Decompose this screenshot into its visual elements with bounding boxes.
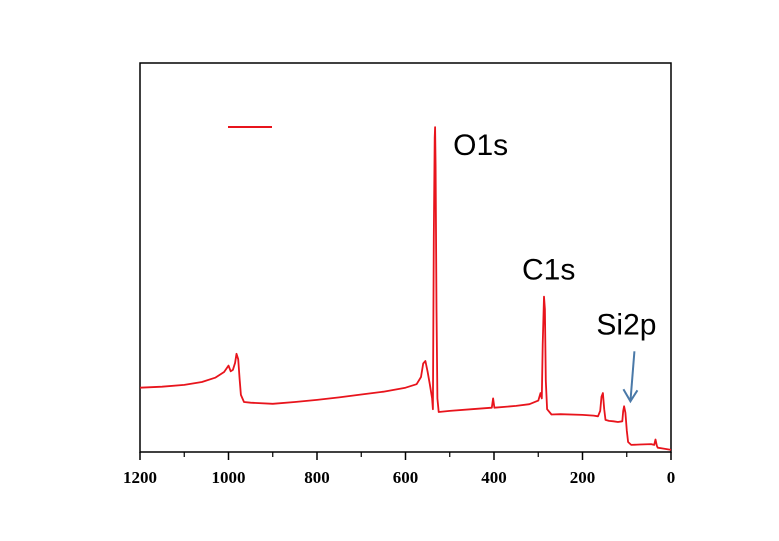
x-tick-label: 600 xyxy=(393,468,419,487)
peak-label: O1s xyxy=(453,129,508,162)
plot-frame xyxy=(139,62,672,453)
spectrum-line xyxy=(139,126,672,451)
x-axis-tick-labels: 1200 1000 800 600 400 200 0 xyxy=(123,468,675,487)
si2p-arrow-shaft xyxy=(629,351,636,402)
x-axis-ticks xyxy=(139,452,672,460)
x-tick-label: 400 xyxy=(481,468,507,487)
peak-label: Si2p xyxy=(596,308,656,341)
x-tick-label: 800 xyxy=(304,468,330,487)
series-layer xyxy=(139,126,672,451)
x-tick-label: 200 xyxy=(570,468,596,487)
peak-label: C1s xyxy=(522,254,575,287)
x-tick-label: 0 xyxy=(667,468,676,487)
si2p-arrow-head xyxy=(622,388,639,404)
peak-annotations: O1s C1s Si2p xyxy=(453,129,656,404)
x-tick-label: 1200 xyxy=(123,468,157,487)
x-tick-label: 1000 xyxy=(212,468,246,487)
